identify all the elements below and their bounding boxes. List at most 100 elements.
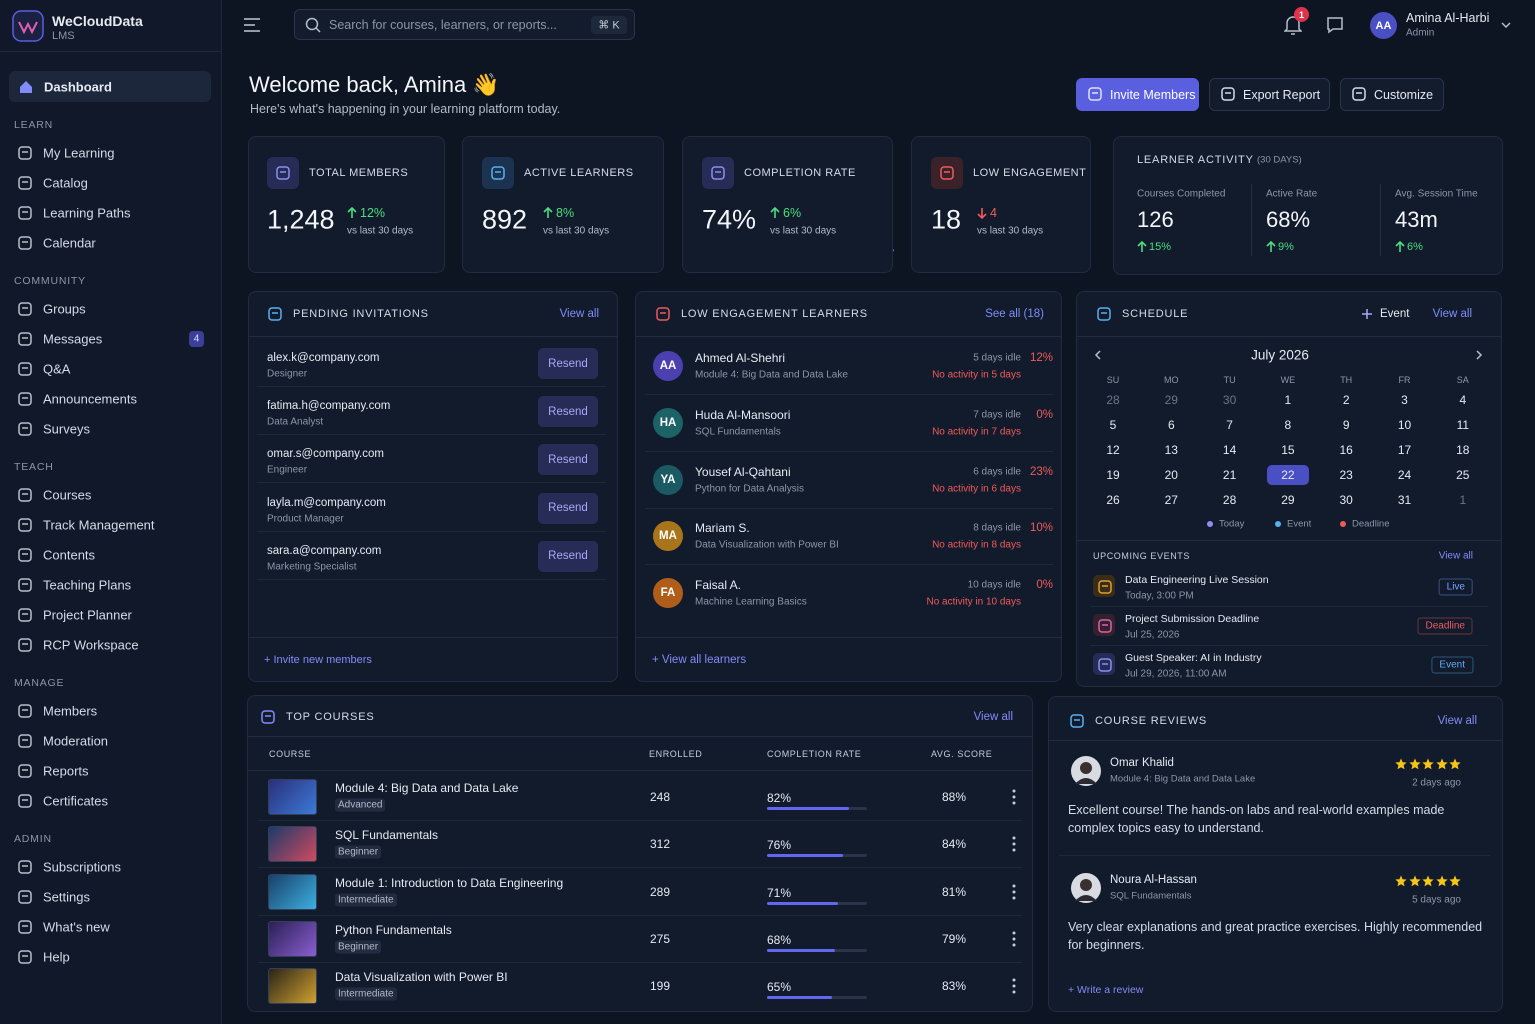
resend-label[interactable]: Resend <box>548 453 588 466</box>
card-footer-link[interactable]: + Invite new members <box>264 654 372 666</box>
calendar-day[interactable]: 1 <box>1459 493 1467 507</box>
resend-button[interactable] <box>538 444 598 476</box>
calendar-day[interactable]: 3 <box>1401 393 1408 407</box>
card-link[interactable]: View all <box>1437 715 1477 727</box>
calendar-day[interactable]: 31 <box>1397 493 1412 507</box>
resend-button[interactable] <box>538 348 598 379</box>
nav-label[interactable]: Dashboard <box>44 79 112 95</box>
course-name[interactable]: Data Visualization with Power BI <box>335 970 508 985</box>
nav-label[interactable]: Announcements <box>43 391 137 407</box>
resend-label[interactable]: Resend <box>548 405 588 418</box>
calendar-day[interactable]: 10 <box>1397 418 1412 432</box>
calendar-day[interactable]: 29 <box>1281 493 1295 507</box>
calendar-day[interactable]: 7 <box>1226 418 1233 432</box>
nav-label[interactable]: Certificates <box>43 793 109 809</box>
nav-item-active[interactable] <box>9 71 211 102</box>
calendar-day[interactable]: 14 <box>1222 443 1237 457</box>
calendar-day[interactable]: 19 <box>1106 468 1120 482</box>
calendar-day[interactable]: 1 <box>1284 393 1292 407</box>
card-link[interactable]: View all <box>973 711 1013 723</box>
button-label[interactable]: Customize <box>1374 87 1434 102</box>
resend-label[interactable]: Resend <box>548 550 588 563</box>
row-divider <box>257 482 606 484</box>
calendar-day[interactable]: 30 <box>1222 393 1237 407</box>
resend-button[interactable] <box>538 396 598 428</box>
calendar-day[interactable]: 25 <box>1456 468 1470 482</box>
calendar-day[interactable]: 27 <box>1164 493 1178 507</box>
card-link[interactable]: See all (18) <box>985 308 1044 320</box>
nav-label[interactable]: Teaching Plans <box>43 577 132 593</box>
row-divider <box>1090 645 1488 647</box>
nav-label[interactable]: Help <box>43 949 70 965</box>
calendar-day[interactable]: 21 <box>1222 468 1237 482</box>
search-box[interactable] <box>294 9 635 40</box>
calendar-day[interactable]: 30 <box>1339 493 1353 507</box>
nav-label[interactable]: RCP Workspace <box>43 637 139 653</box>
nav-label[interactable]: Moderation <box>43 733 109 749</box>
calendar-day[interactable]: 22 <box>1281 468 1295 482</box>
nav-label[interactable]: My Learning <box>43 145 115 161</box>
nav-label[interactable]: Contents <box>43 547 96 563</box>
nav-label[interactable]: Catalog <box>43 175 88 191</box>
nav-label[interactable]: Groups <box>43 301 86 317</box>
nav-label[interactable]: Members <box>43 703 98 719</box>
user-avatar[interactable] <box>1370 12 1397 39</box>
calendar-day[interactable]: 28 <box>1106 393 1120 407</box>
nav-icon-shape <box>18 422 32 436</box>
resend-button[interactable] <box>538 540 598 572</box>
card-link[interactable]: View all <box>1438 550 1473 562</box>
header-button[interactable] <box>1076 78 1199 111</box>
nav-label[interactable]: Q&A <box>43 361 71 377</box>
calendar-day[interactable]: 12 <box>1106 443 1120 457</box>
calendar-day[interactable]: 13 <box>1164 443 1178 457</box>
calendar-day[interactable]: 11 <box>1456 418 1470 432</box>
calendar-day[interactable]: 24 <box>1397 468 1412 482</box>
nav-label[interactable]: Courses <box>43 487 92 503</box>
calendar-day[interactable]: 6 <box>1167 418 1175 432</box>
resend-button[interactable] <box>538 492 598 524</box>
resend-label[interactable]: Resend <box>548 357 588 370</box>
nav-label[interactable]: Calendar <box>43 235 96 251</box>
calendar-day[interactable]: 15 <box>1281 443 1295 457</box>
row-divider <box>258 914 1022 916</box>
header-button[interactable] <box>1340 78 1444 111</box>
button-label[interactable]: Invite Members <box>1110 87 1196 102</box>
nav-icon <box>18 488 32 502</box>
card-footer-link[interactable]: + Write a review <box>1068 984 1144 996</box>
calendar-day[interactable]: 5 <box>1109 418 1117 432</box>
header-button[interactable] <box>1209 78 1330 111</box>
nav-label[interactable]: Learning Paths <box>43 205 131 221</box>
calendar-day[interactable]: 18 <box>1456 443 1470 457</box>
button-label[interactable]: Export Report <box>1243 87 1321 102</box>
course-name[interactable]: Module 4: Big Data and Data Lake <box>335 781 519 795</box>
course-name[interactable]: SQL Fundamentals <box>335 828 438 843</box>
nav-label[interactable]: Settings <box>43 889 90 905</box>
event-time: Jul 29, 2026, 11:00 AM <box>1125 668 1227 680</box>
nav-label[interactable]: Messages <box>43 331 103 347</box>
calendar-day[interactable]: 16 <box>1339 443 1353 457</box>
add-event[interactable]: Event <box>1380 308 1410 320</box>
calendar-day[interactable]: 4 <box>1459 393 1467 407</box>
course-name[interactable]: Python Fundamentals <box>335 922 452 937</box>
nav-label[interactable]: Project Planner <box>43 607 132 623</box>
calendar-day[interactable]: 28 <box>1222 493 1237 507</box>
resend-label[interactable]: Resend <box>548 502 588 515</box>
card-link[interactable]: View all <box>559 308 599 320</box>
calendar-day[interactable]: 9 <box>1342 418 1350 432</box>
calendar-day[interactable]: 29 <box>1164 393 1178 407</box>
nav-label[interactable]: Track Management <box>43 517 155 533</box>
calendar-day[interactable]: 23 <box>1339 468 1353 482</box>
calendar-day[interactable]: 2 <box>1342 393 1350 407</box>
calendar-day[interactable]: 8 <box>1284 418 1292 432</box>
card-link[interactable]: View all <box>1432 308 1472 320</box>
nav-label[interactable]: Subscriptions <box>43 859 122 875</box>
calendar-day[interactable]: 26 <box>1106 493 1120 507</box>
nav-label[interactable]: Surveys <box>43 421 90 437</box>
course-name[interactable]: Module 1: Introduction to Data Engineeri… <box>335 875 564 890</box>
nav-label[interactable]: Reports <box>43 763 89 779</box>
calendar-day[interactable]: 17 <box>1397 443 1412 457</box>
card-footer-link[interactable]: + View all learners <box>652 654 747 666</box>
row-divider <box>1059 855 1490 856</box>
calendar-day[interactable]: 20 <box>1164 468 1178 482</box>
nav-label[interactable]: What's new <box>43 919 110 935</box>
